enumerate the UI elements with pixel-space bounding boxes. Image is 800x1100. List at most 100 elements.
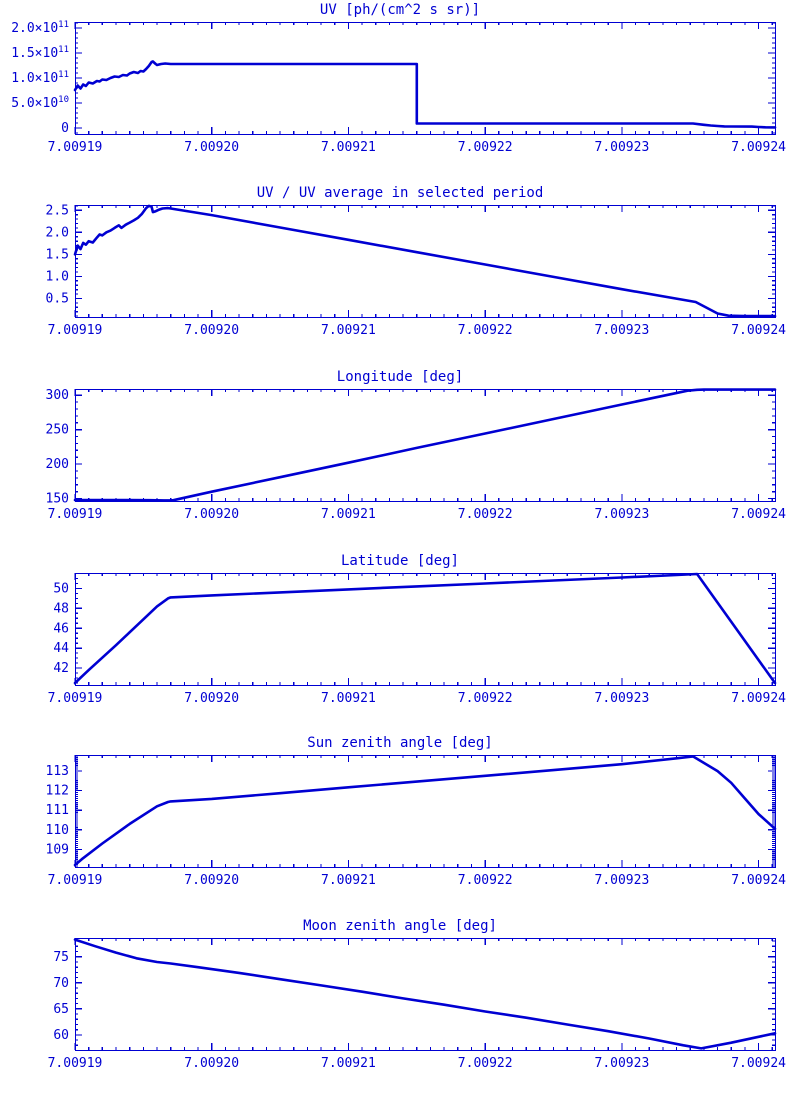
chart-uv: 7.00919 7.00920 7.00921 7.00922 7.00923 7.009…	[11, 20, 786, 155]
x-tick-label: 7.00919	[48, 323, 103, 338]
x-tick-label: 7.00921	[321, 691, 376, 706]
x-tick-label: 7.00922	[458, 1056, 513, 1071]
x-tick-label: 7.00919	[48, 1056, 103, 1071]
axis-ticks-moon-zenith	[74, 938, 775, 1050]
axis-ticks-longitude	[74, 389, 775, 501]
y-tick-label: 200	[46, 457, 69, 472]
x-tick-label: 7.00919	[48, 873, 103, 888]
x-tick-label: 7.00921	[321, 873, 376, 888]
x-tick-label: 7.00920	[184, 691, 239, 706]
plot-frame-uv	[74, 21, 777, 136]
y-tick-label: 44	[53, 641, 69, 656]
y-tick-label: 48	[53, 601, 69, 616]
plot-frame-sun-zenith	[74, 754, 777, 869]
y-tick-label: 2.0	[46, 225, 69, 240]
chart-title-sun-zenith: Sun zenith angle [deg]	[307, 735, 493, 751]
x-tick-label: 7.00924	[731, 691, 786, 706]
x-tick-label: 7.00924	[731, 873, 786, 888]
y-tick-label: 5.0×1010	[11, 95, 69, 111]
y-tick-label: 42	[53, 661, 69, 676]
axis-labels-uv: 7.00919 7.00920 7.00921 7.00922 7.00923 7.009…	[11, 20, 786, 155]
x-tick-label: 7.00923	[595, 140, 650, 155]
series-line-sun-zenith	[73, 755, 777, 867]
y-tick-label: 111	[46, 803, 69, 818]
series-line-uv	[73, 60, 777, 129]
x-tick-label: 7.00920	[184, 873, 239, 888]
plot-frame-longitude	[74, 388, 777, 503]
x-tick-label: 7.00922	[458, 140, 513, 155]
y-tick-label: 109	[46, 842, 69, 857]
x-tick-label: 7.00924	[731, 323, 786, 338]
y-tick-label: 50	[53, 581, 69, 596]
chart-sun-zenith: 7.00919 7.00920 7.00921 7.00922 7.00923 7.009…	[46, 754, 787, 888]
x-tick-label: 7.00923	[595, 323, 650, 338]
chart-uv-ratio: 7.00919 7.00920 7.00921 7.00922 7.00923 7.009…	[46, 203, 787, 338]
y-tick-label: 1.5	[46, 247, 69, 262]
x-tick-label: 7.00923	[595, 691, 650, 706]
axis-ticks-uv-ratio	[74, 205, 775, 317]
axis-ticks-latitude	[74, 572, 775, 685]
y-tick-label: 300	[46, 388, 69, 403]
x-tick-label: 7.00924	[731, 140, 786, 155]
x-tick-label: 7.00919	[48, 691, 103, 706]
x-tick-label: 7.00921	[321, 507, 376, 522]
axis-labels-uv-ratio: 7.00919 7.00920 7.00921 7.00922 7.00923 7.009…	[46, 203, 787, 338]
chart-title-uv: UV [ph/(cm^2 s sr)]	[319, 2, 481, 18]
y-tick-label: 0	[61, 121, 69, 136]
chart-moon-zenith: 7.00919 7.00920 7.00921 7.00922 7.00923 7.009…	[48, 937, 787, 1071]
y-tick-label: 60	[53, 1028, 69, 1043]
chart-title-latitude: Latitude [deg]	[340, 553, 459, 569]
x-tick-label: 7.00923	[595, 1056, 650, 1071]
chart-latitude: 7.00919 7.00920 7.00921 7.00922 7.00923 7.009…	[48, 572, 787, 706]
series-line-moon-zenith	[73, 938, 777, 1050]
plot-frame-uv-ratio	[74, 204, 777, 319]
chart-title-uv-ratio: UV / UV average in selected period	[256, 185, 544, 201]
plot-frame-latitude	[74, 572, 777, 687]
y-tick-label: 2.0×1011	[11, 20, 69, 36]
x-tick-label: 7.00924	[731, 507, 786, 522]
series-line-uv-ratio	[73, 204, 777, 318]
x-tick-label: 7.00921	[321, 323, 376, 338]
y-tick-label: 113	[46, 764, 69, 779]
x-tick-label: 7.00923	[595, 873, 650, 888]
axis-labels-sun-zenith: 7.00919 7.00920 7.00921 7.00922 7.00923 7.009…	[46, 764, 787, 888]
axis-labels-longitude: 7.00919 7.00920 7.00921 7.00922 7.00923 7.009…	[46, 388, 787, 522]
y-tick-label: 0.5	[46, 292, 69, 307]
x-tick-label: 7.00922	[458, 691, 513, 706]
plot-frame-moon-zenith	[74, 937, 777, 1052]
y-tick-label: 110	[46, 823, 69, 838]
axis-labels-moon-zenith: 7.00919 7.00920 7.00921 7.00922 7.00923 7.009…	[48, 950, 787, 1071]
y-tick-label: 65	[53, 1002, 69, 1017]
chart-title-longitude: Longitude [deg]	[336, 369, 464, 385]
y-tick-label: 1.0	[46, 269, 69, 284]
y-tick-label: 1.5×1011	[11, 45, 69, 61]
x-tick-label: 7.00922	[458, 507, 513, 522]
x-tick-label: 7.00920	[184, 507, 239, 522]
axis-ticks-uv	[74, 22, 775, 134]
y-tick-label: 150	[46, 492, 69, 507]
x-tick-label: 7.00923	[595, 507, 650, 522]
y-tick-label: 70	[53, 976, 69, 991]
x-tick-label: 7.00922	[458, 873, 513, 888]
axis-labels-latitude: 7.00919 7.00920 7.00921 7.00922 7.00923 7.009…	[48, 581, 787, 706]
x-tick-label: 7.00921	[321, 1056, 376, 1071]
y-tick-label: 46	[53, 621, 69, 636]
series-line-latitude	[73, 572, 777, 685]
x-tick-label: 7.00922	[458, 323, 513, 338]
chart-title-moon-zenith: Moon zenith angle [deg]	[303, 918, 497, 934]
y-tick-label: 2.5	[46, 203, 69, 218]
y-tick-label: 75	[53, 950, 69, 965]
x-tick-label: 7.00920	[184, 323, 239, 338]
y-tick-label: 1.0×1011	[11, 70, 69, 86]
x-tick-label: 7.00920	[184, 1056, 239, 1071]
axis-ticks-sun-zenith	[74, 754, 775, 868]
chart-longitude: 7.00919 7.00920 7.00921 7.00922 7.00923 7.009…	[46, 388, 787, 522]
x-tick-label: 7.00919	[48, 507, 103, 522]
x-tick-label: 7.00919	[48, 140, 103, 155]
y-tick-label: 250	[46, 423, 69, 438]
x-tick-label: 7.00920	[184, 140, 239, 155]
x-tick-label: 7.00924	[731, 1056, 786, 1071]
y-tick-label: 112	[46, 784, 69, 799]
